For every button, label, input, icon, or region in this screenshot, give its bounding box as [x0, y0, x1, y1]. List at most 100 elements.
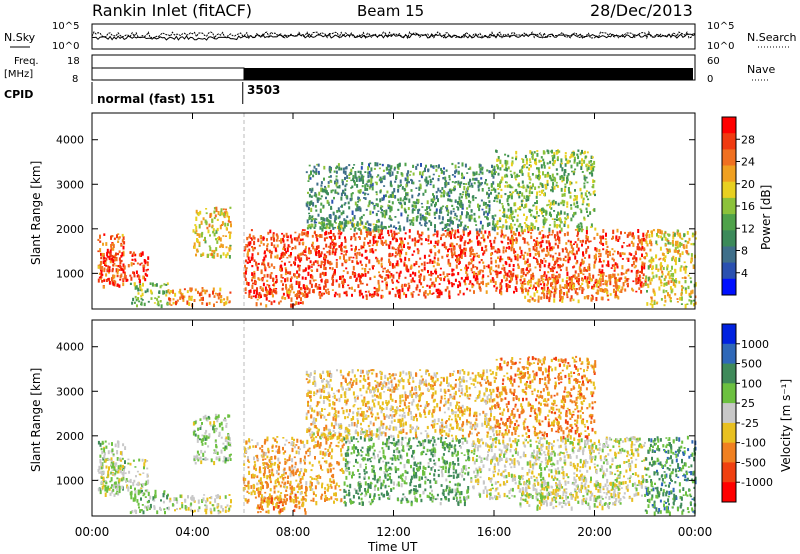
power-echo-cell: [505, 277, 508, 281]
power-echo-cell: [600, 238, 602, 244]
power-echo-cell: [351, 192, 354, 195]
power-echo-cell: [672, 234, 675, 237]
power-echo-cell: [561, 199, 564, 204]
power-echo-cell: [458, 200, 461, 203]
colorbar-segment: [722, 181, 736, 199]
power-echo-cell: [659, 229, 662, 234]
power-echo-cell: [251, 265, 254, 268]
velocity-echo-cell: [111, 490, 114, 494]
power-echo-cell: [563, 172, 566, 177]
nsky-trace: [91, 33, 696, 41]
power-echo-cell: [442, 271, 445, 276]
power-echo-cell: [350, 256, 352, 259]
velocity-echo-cell: [194, 420, 197, 425]
power-echo-cell: [675, 240, 677, 245]
power-echo-cell: [318, 250, 320, 254]
power-echo-cell: [474, 177, 477, 181]
power-echo-cell: [530, 228, 533, 231]
power-echo-cell: [416, 202, 419, 205]
power-echo-cell: [585, 190, 588, 192]
power-echo-cell: [308, 224, 311, 228]
velocity-echo-cell: [227, 457, 230, 460]
power-echo-cell: [467, 262, 470, 266]
power-echo-cell: [666, 266, 669, 271]
power-echo-cell: [452, 253, 455, 256]
power-echo-cell: [515, 276, 518, 281]
power-echo-cell: [687, 252, 690, 256]
power-echo-cell: [366, 233, 368, 238]
power-echo-cell: [275, 275, 278, 279]
power-echo-cell: [530, 186, 533, 189]
power-echo-cell: [508, 280, 511, 284]
power-echo-cell: [452, 207, 455, 210]
power-echo-cell: [543, 292, 546, 296]
power-echo-cell: [246, 236, 249, 241]
power-echo-cell: [393, 230, 396, 235]
velocity-echo-cell: [271, 501, 274, 506]
power-echo-cell: [536, 200, 538, 204]
power-echo-cell: [463, 279, 466, 283]
power-echo-cell: [113, 259, 116, 262]
power-echo-cell: [328, 236, 331, 239]
power-echo-cell: [282, 247, 285, 251]
power-echo-cell: [407, 207, 410, 211]
power-echo-cell: [662, 258, 665, 261]
cpid-mode-1: normal (fast) 151: [97, 92, 215, 106]
velocity-echo-cell: [115, 469, 117, 473]
power-echo-cell: [127, 264, 130, 268]
power-echo-cell: [684, 276, 687, 279]
power-echo-cell: [633, 255, 636, 260]
power-echo-cell: [576, 234, 579, 237]
power-echo-cell: [371, 186, 374, 191]
velocity-echo-cell: [198, 457, 200, 460]
power-echo-cell: [506, 287, 509, 293]
power-echo-cell: [573, 274, 576, 278]
power-echo-cell: [294, 231, 297, 234]
power-echo-cell: [612, 229, 615, 235]
power-echo-cell: [515, 178, 517, 181]
power-echo-cell: [341, 204, 343, 208]
power-echo-cell: [362, 214, 365, 217]
power-echo-cell: [100, 267, 103, 272]
power-echo-cell: [556, 156, 559, 160]
power-echo-cell: [421, 171, 424, 176]
power-echo-cell: [142, 282, 144, 287]
power-echo-cell: [229, 233, 232, 238]
power-echo-cell: [327, 291, 330, 295]
power-echo-cell: [583, 174, 586, 177]
nave-tick-top: 60: [707, 56, 720, 67]
velocity-echo-cell: [118, 459, 121, 461]
power-echo-cell: [331, 189, 334, 192]
power-echo-cell: [543, 257, 546, 260]
power-echo-cell: [604, 279, 607, 285]
power-echo-cell: [537, 227, 540, 231]
power-echo-cell: [268, 249, 271, 254]
freq-unit: [MHz]: [4, 69, 33, 80]
power-echo-cell: [550, 249, 553, 252]
power-echo-cell: [670, 289, 673, 294]
power-echo-cell: [297, 264, 300, 268]
power-echo-cell: [497, 172, 500, 176]
power-echo-cell: [430, 165, 433, 168]
power-echo-cell: [375, 240, 377, 244]
power-echo-cell: [519, 208, 522, 211]
power-echo-cell: [216, 293, 219, 297]
power-echo-cell: [548, 242, 551, 247]
power-echo-cell: [632, 280, 635, 283]
velocity-echo-cell: [224, 509, 227, 513]
power-echo-cell: [295, 237, 298, 242]
power-echo-cell: [205, 212, 208, 215]
power-echo-cell: [398, 289, 401, 294]
power-echo-cell: [387, 269, 389, 273]
power-echo-cell: [570, 207, 573, 210]
power-echo-cell: [660, 275, 663, 278]
power-echo-cell: [530, 235, 533, 239]
velocity-echo-cell: [222, 508, 224, 512]
power-echo-cell: [531, 156, 534, 160]
velocity-echo-cell: [109, 492, 112, 496]
power-echo-cell: [146, 261, 149, 263]
power-echo-cell: [490, 242, 493, 247]
power-echo-cell: [473, 212, 476, 216]
power-echo-cell: [389, 194, 392, 198]
